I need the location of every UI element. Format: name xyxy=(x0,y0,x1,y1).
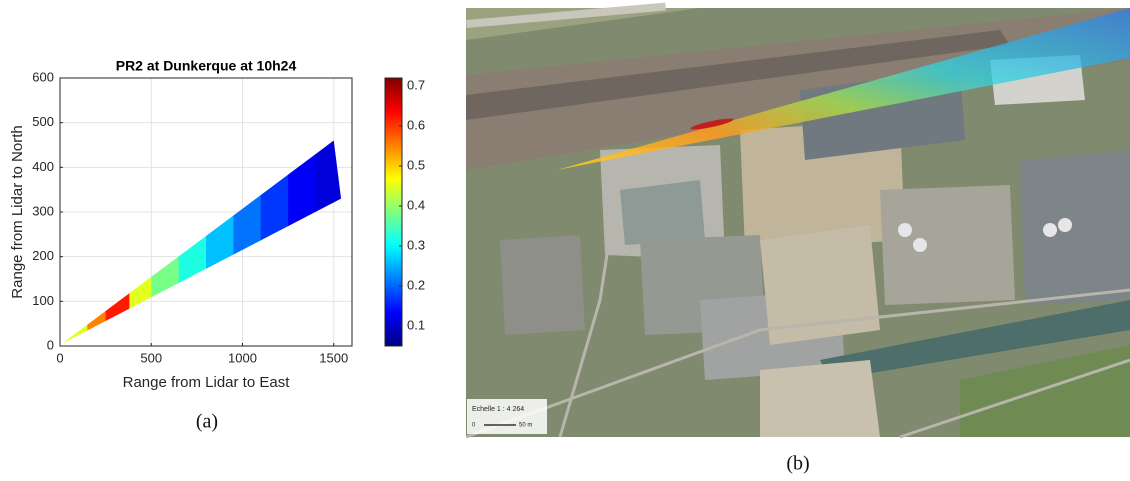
colorbar-tick-label: 0.5 xyxy=(407,157,425,172)
y-tick-label: 0 xyxy=(47,337,54,352)
y-axis-label: Range from Lidar to North xyxy=(9,125,26,298)
scale-label: Echelle 1 : 4 264 xyxy=(472,406,524,413)
x-tick-label: 0 xyxy=(56,350,63,365)
y-tick-label: 500 xyxy=(32,114,54,129)
chart-title: PR2 at Dunkerque at 10h24 xyxy=(116,58,297,74)
x-axis-label: Range from Lidar to East xyxy=(123,374,291,391)
colorbar-tick-label: 0.7 xyxy=(407,77,425,92)
aerial-photo: Echelle 1 : 4 264 0 50 m xyxy=(465,2,1130,439)
y-tick-label: 600 xyxy=(32,69,54,84)
y-tick-label: 100 xyxy=(32,293,54,308)
caption-a: (a) xyxy=(196,411,218,433)
x-tick-label: 500 xyxy=(140,350,162,365)
caption-b: (b) xyxy=(786,453,809,475)
colorbar-tick-label: 0.1 xyxy=(407,317,425,332)
colorbar-tick-label: 0.3 xyxy=(407,237,425,252)
x-tick-label: 1500 xyxy=(319,350,348,365)
y-tick-label: 400 xyxy=(32,159,54,174)
colorbar xyxy=(384,77,403,347)
colorbar-tick-label: 0.6 xyxy=(407,117,425,132)
scale-start: 0 xyxy=(472,423,476,429)
scale-end: 50 m xyxy=(519,423,532,429)
colorbar-tick-label: 0.2 xyxy=(407,277,425,292)
colorbar-tick-label: 0.4 xyxy=(407,197,425,212)
y-tick-label: 300 xyxy=(32,203,54,218)
x-tick-label: 1000 xyxy=(228,350,257,365)
y-tick-label: 200 xyxy=(32,248,54,263)
